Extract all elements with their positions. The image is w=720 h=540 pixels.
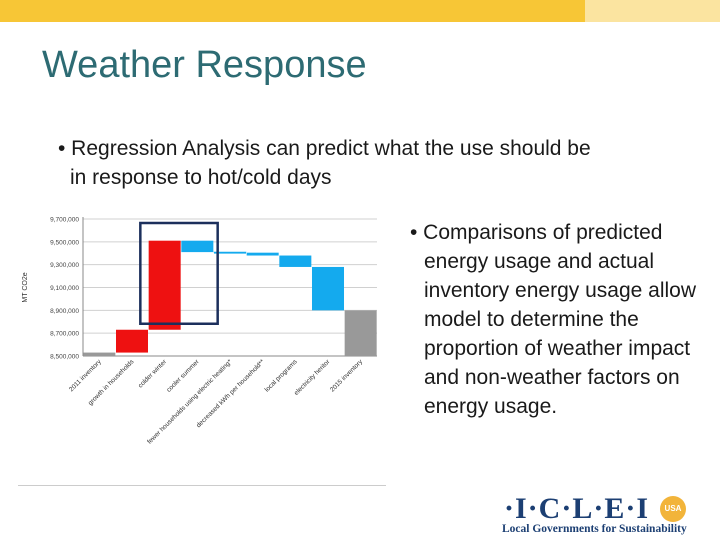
iclei-logo: ·I·C·L·E·I USA Local Governments for Sus… [500, 492, 712, 538]
logo-usa-badge: USA [660, 496, 686, 522]
bullet-regression-line2: in response to hot/cold days [70, 166, 332, 189]
waterfall-bar [213, 252, 247, 254]
x-tick-label: cooler summer [165, 358, 201, 394]
y-tick-label: 8,700,000 [50, 331, 79, 338]
chart-frame-line [18, 485, 386, 486]
x-tick-label: 2015 inventory [329, 358, 365, 394]
x-tick-label: decreased kWh per household** [195, 358, 266, 429]
waterfall-chart: 9,700,000 9,500,000 9,300,000 9,100,000 8,90… [22, 217, 377, 446]
waterfall-bar [246, 252, 279, 256]
bullet-regression: • Regression Analysis can predict what t… [58, 134, 698, 192]
waterfall-bar [279, 255, 312, 267]
y-tick-label: 9,700,000 [50, 217, 79, 224]
waterfall-bar [148, 240, 181, 330]
logo-wordmark: ·I·C·L·E·I [504, 492, 650, 525]
x-tick-label: local programs [264, 358, 300, 394]
logo-tagline: Local Governments for Sustainability [502, 523, 687, 535]
top-accent-bar-light [585, 0, 720, 22]
bullet-comparisons: • Comparisons of predicted energy usage … [410, 218, 710, 421]
slide-title: Weather Response [42, 44, 367, 86]
waterfall-bar [115, 329, 149, 353]
waterfall-bar [181, 240, 214, 253]
bullet-regression-line1: • Regression Analysis can predict what t… [58, 137, 591, 160]
y-tick-label: 9,300,000 [50, 262, 79, 269]
waterfall-bar [311, 266, 345, 311]
y-axis-label: MT CO2e [22, 272, 29, 302]
waterfall-bar [83, 352, 116, 356]
x-tick-label: 2011 inventory [68, 358, 103, 393]
highlight-box [139, 221, 219, 325]
waterfall-bar [344, 310, 377, 356]
bullet-comparisons-first: • Comparisons of predicted [410, 221, 663, 244]
y-tick-label: 8,900,000 [50, 308, 79, 315]
x-tick-label: colder winter [137, 358, 169, 390]
y-tick-label: 8,500,000 [50, 354, 79, 361]
x-tick-label: electricity heritor [293, 358, 332, 397]
y-tick-label: 9,500,000 [50, 239, 79, 246]
top-accent-bar [0, 0, 585, 22]
y-tick-label: 9,100,000 [50, 285, 79, 292]
bullet-comparisons-rest: energy usage and actual inventory energy… [424, 250, 696, 418]
